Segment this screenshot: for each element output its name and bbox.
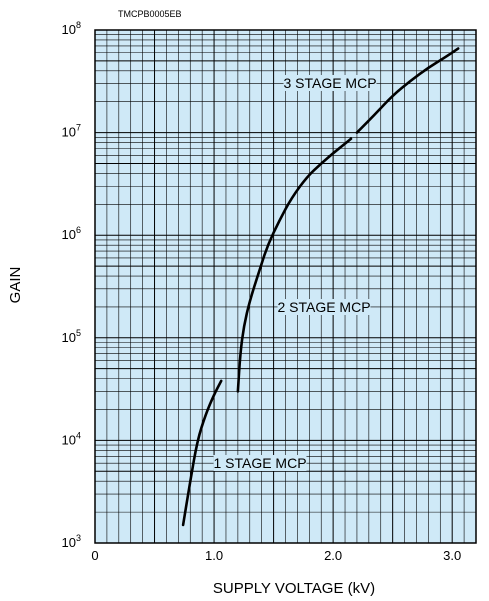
x-tick-label: 0 [91,548,98,563]
y-axis-title: GAIN [7,267,24,304]
y-tick-label: 107 [62,123,81,140]
y-tick-label: 105 [62,328,81,345]
y-tick-label: 108 [62,20,81,37]
y-tick-label: 103 [62,533,81,550]
annotation-1-stage: 1 STAGE MCP [213,455,306,471]
figure-code: TMCPB0005EB [118,9,182,19]
annotation-3-stage: 3 STAGE MCP [283,75,376,91]
y-tick-label: 104 [62,430,81,447]
x-tick-label: 3.0 [443,548,461,563]
y-tick-label: 106 [62,225,81,242]
x-tick-label: 1.0 [205,548,223,563]
y-axis-ticks: 103 104 105 106 107 108 [62,20,81,550]
x-tick-label: 2.0 [324,548,342,563]
annotation-2-stage: 2 STAGE MCP [277,299,370,315]
x-axis-ticks: 0 1.0 2.0 3.0 [91,548,461,563]
x-axis-title: SUPPLY VOLTAGE (kV) [213,580,375,597]
